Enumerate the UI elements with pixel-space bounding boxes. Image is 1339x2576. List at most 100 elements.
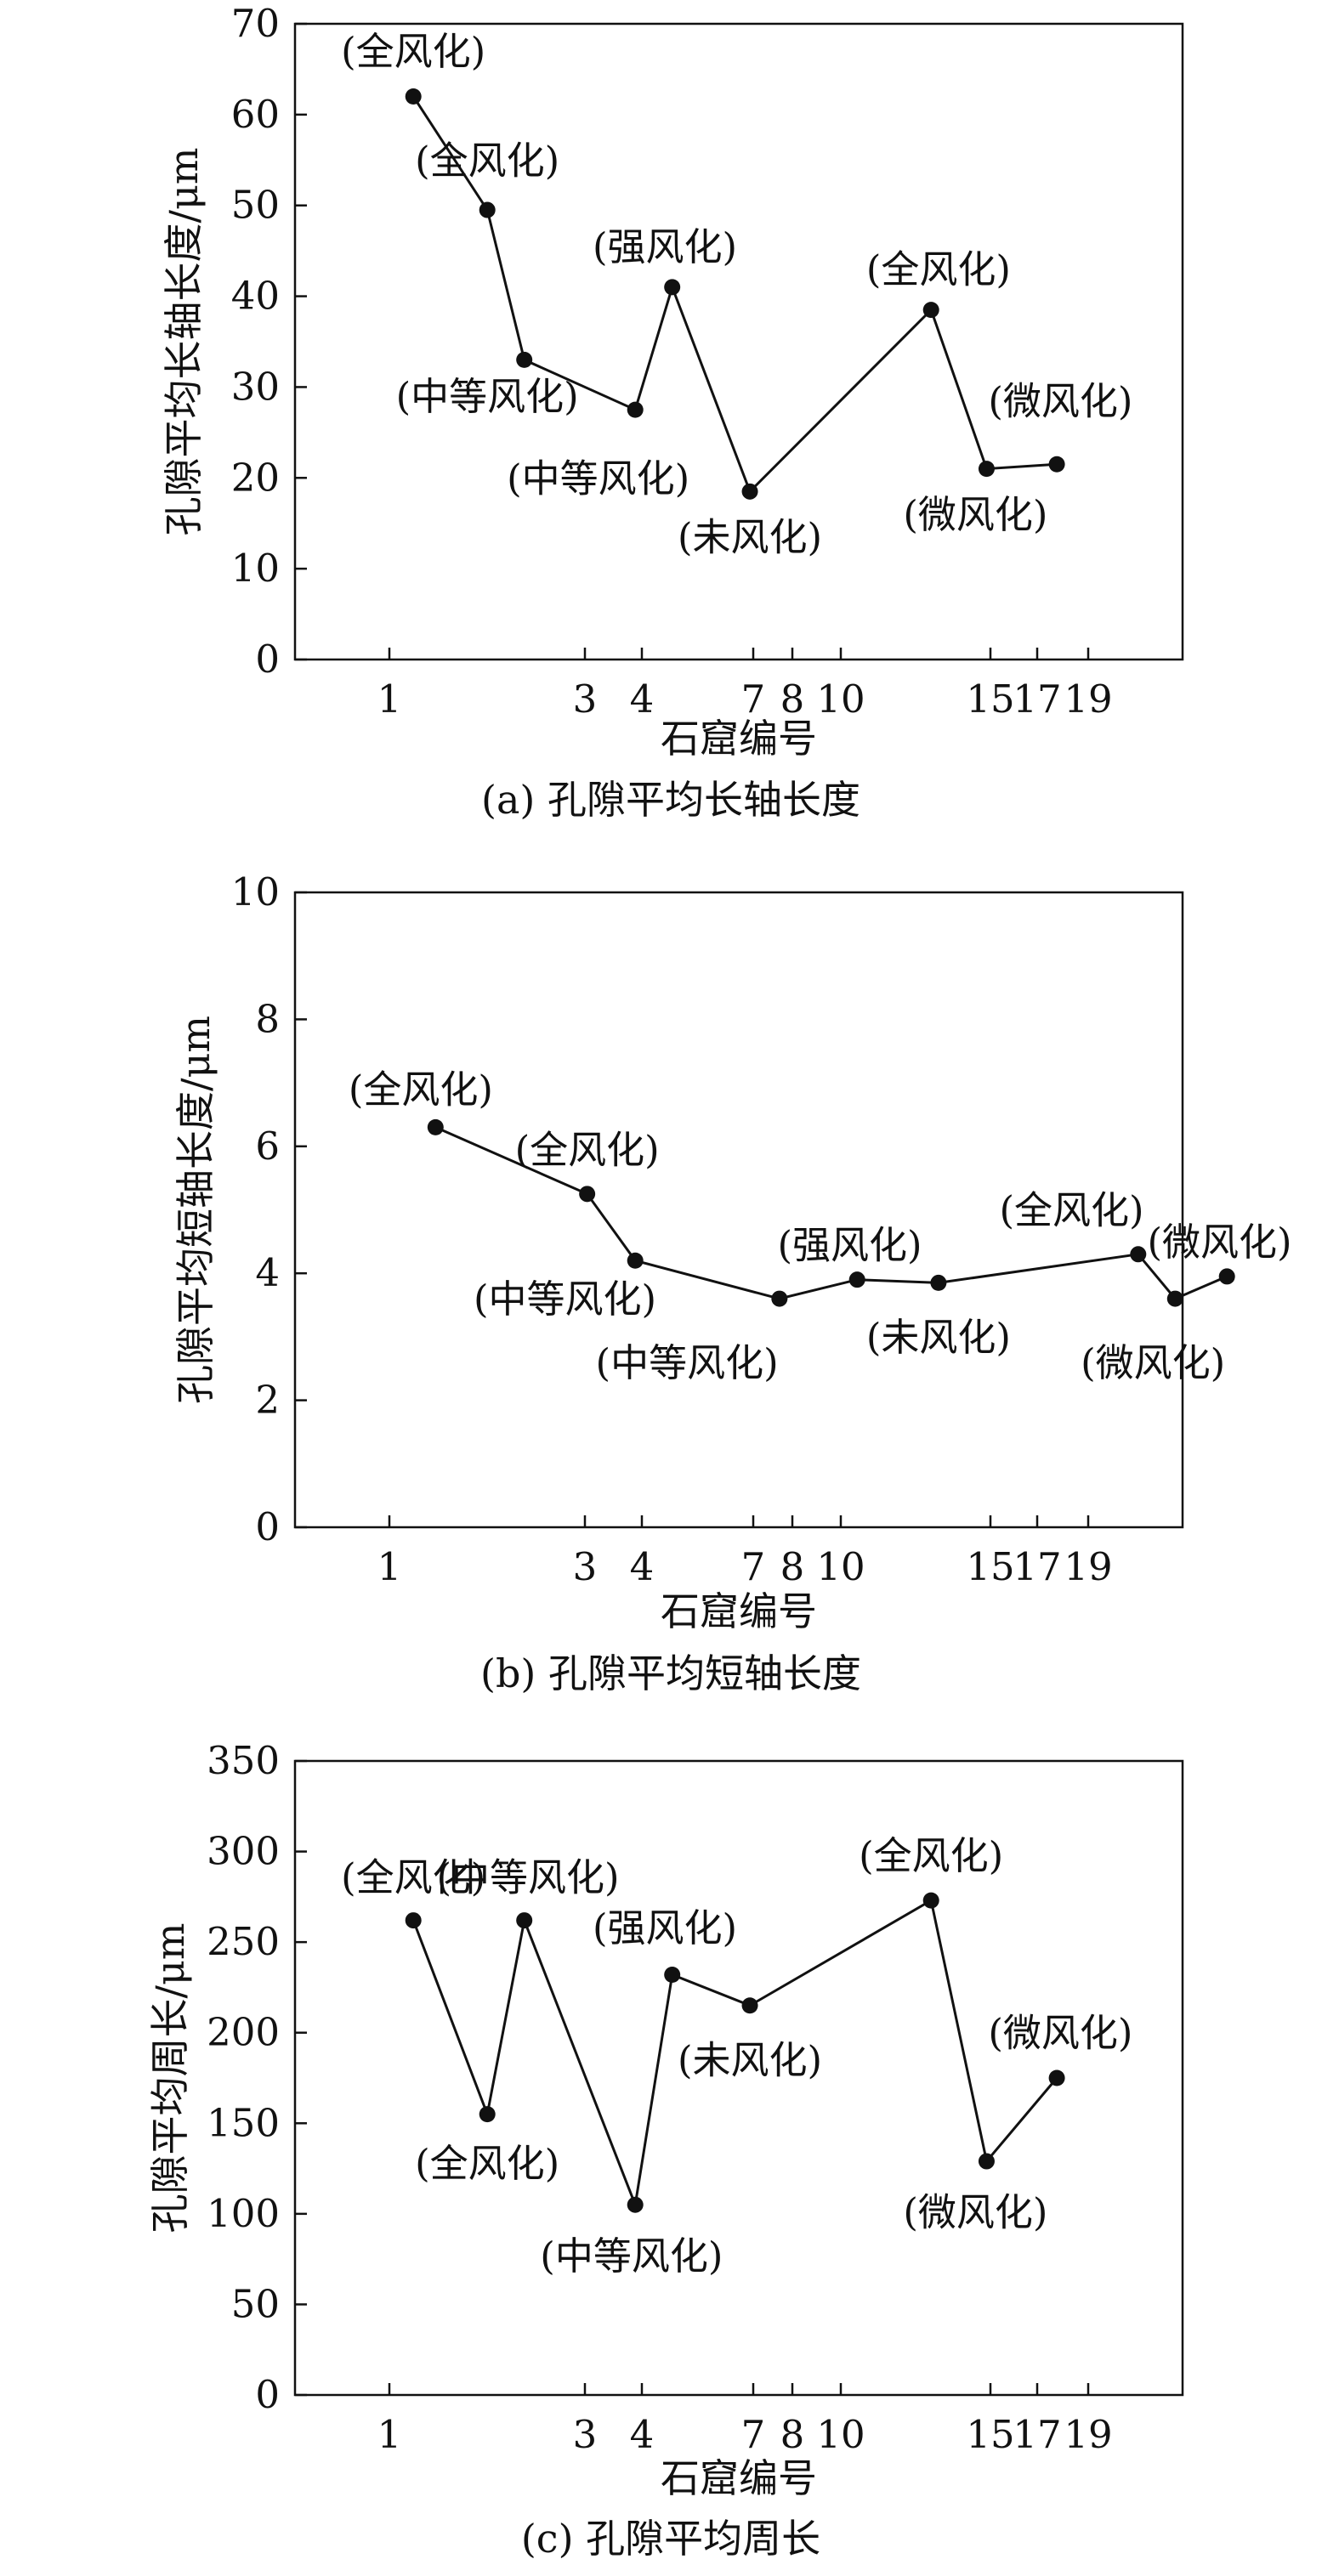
data-point — [930, 1274, 947, 1291]
y-tick-label: 200 — [207, 2010, 280, 2055]
x-tick-label: 7 — [741, 2412, 766, 2457]
data-point — [627, 401, 644, 418]
point-label: (微风化) — [903, 492, 1047, 537]
x-tick-label: 3 — [573, 1544, 598, 1589]
x-tick-label: 10 — [816, 2412, 865, 2457]
point-label: (强风化) — [593, 1905, 737, 1950]
point-label: (全风化) — [515, 1128, 660, 1173]
y-tick-label: 350 — [207, 1738, 280, 1783]
data-point — [1048, 456, 1065, 473]
point-label: (微风化) — [903, 2190, 1047, 2235]
x-tick-label: 10 — [816, 1544, 865, 1589]
x-tick-label: 1 — [377, 1544, 402, 1589]
plot-frame — [293, 22, 1184, 661]
point-label: (未风化) — [678, 515, 822, 560]
x-tick-label: 15 — [966, 677, 1014, 722]
x-tick-label: 15 — [966, 2412, 1014, 2457]
data-point — [479, 201, 496, 218]
point-label: (全风化) — [859, 1833, 1003, 1878]
point-label: (中等风化) — [507, 456, 689, 501]
point-label: (全风化) — [866, 247, 1011, 292]
data-point — [579, 1186, 596, 1203]
data-point — [627, 1252, 644, 1269]
y-tick-label: 40 — [231, 274, 280, 319]
data-point — [771, 1290, 788, 1307]
data-point — [516, 1912, 533, 1929]
y-tick-label: 0 — [255, 2372, 280, 2417]
y-tick-label: 6 — [255, 1124, 280, 1169]
x-tick-label: 7 — [741, 677, 766, 722]
x-tick-label: 8 — [780, 677, 805, 722]
data-point — [427, 1118, 444, 1135]
x-tick-label: 10 — [816, 677, 865, 722]
x-tick-label: 17 — [1013, 2412, 1061, 2457]
point-label: (微风化) — [1081, 1340, 1225, 1385]
panel-caption: (c) 孔隙平均周长 — [521, 2516, 820, 2562]
y-tick-label: 70 — [231, 1, 280, 46]
point-label: (中等风化) — [596, 1340, 779, 1385]
point-label: (中等风化) — [436, 1854, 619, 1899]
point-label: (微风化) — [988, 2011, 1132, 2056]
data-point — [516, 351, 533, 368]
x-tick-label: 19 — [1064, 2412, 1112, 2457]
y-tick-label: 0 — [255, 1504, 280, 1549]
data-point — [1130, 1246, 1147, 1263]
y-axis-label: 孔隙平均短轴长度/μm — [173, 1016, 218, 1404]
y-tick-label: 60 — [231, 92, 280, 137]
y-tick-label: 0 — [255, 637, 280, 682]
point-label: (全风化) — [415, 138, 559, 183]
data-point — [741, 1997, 758, 2014]
point-label: (中等风化) — [540, 2233, 723, 2279]
x-tick-label: 17 — [1013, 1544, 1061, 1589]
y-tick-label: 10 — [231, 869, 280, 914]
x-tick-label: 19 — [1064, 677, 1112, 722]
data-point — [1166, 1290, 1183, 1307]
data-point — [664, 279, 681, 296]
point-label: (全风化) — [341, 1854, 485, 1899]
x-tick-label: 7 — [741, 1544, 766, 1589]
y-tick-label: 2 — [255, 1378, 280, 1423]
y-axis-label: 孔隙平均长轴长度/μm — [161, 147, 207, 535]
data-point — [479, 2106, 496, 2123]
plot-frame — [293, 1759, 1184, 2397]
point-label: (全风化) — [349, 1067, 493, 1112]
plot-frame — [293, 891, 1184, 1529]
x-axis-label: 石窟编号 — [661, 716, 817, 761]
y-tick-label: 20 — [231, 455, 280, 500]
point-label: (中等风化) — [474, 1277, 656, 1322]
x-axis-label: 石窟编号 — [661, 2455, 817, 2501]
y-axis-label: 孔隙平均周长/μm — [147, 1922, 193, 2233]
x-tick-label: 17 — [1013, 677, 1061, 722]
point-label: (微风化) — [988, 378, 1132, 423]
data-point — [1048, 2069, 1065, 2086]
x-axis-label: 石窟编号 — [661, 1588, 817, 1634]
point-label: (未风化) — [866, 1315, 1011, 1360]
y-tick-label: 50 — [231, 2281, 280, 2326]
data-point — [741, 483, 758, 500]
point-label: (全风化) — [341, 29, 485, 74]
point-label: (未风化) — [678, 2038, 822, 2083]
x-tick-label: 4 — [630, 2412, 655, 2457]
data-point — [978, 461, 995, 478]
x-tick-label: 1 — [377, 2412, 402, 2457]
data-point — [405, 1912, 422, 1929]
data-point — [922, 302, 939, 319]
x-tick-label: 4 — [630, 677, 655, 722]
data-point — [664, 1967, 681, 1984]
x-tick-label: 4 — [630, 1544, 655, 1589]
point-label: (微风化) — [1147, 1220, 1291, 1265]
x-tick-label: 8 — [780, 2412, 805, 2457]
point-label: (全风化) — [415, 2141, 559, 2186]
y-tick-label: 100 — [207, 2191, 280, 2236]
x-tick-label: 8 — [780, 1544, 805, 1589]
y-tick-label: 300 — [207, 1829, 280, 1874]
data-point — [978, 2153, 995, 2170]
y-tick-label: 10 — [231, 546, 280, 591]
panel-caption: (a) 孔隙平均长轴长度 — [481, 777, 860, 823]
x-tick-label: 15 — [966, 1544, 1014, 1589]
